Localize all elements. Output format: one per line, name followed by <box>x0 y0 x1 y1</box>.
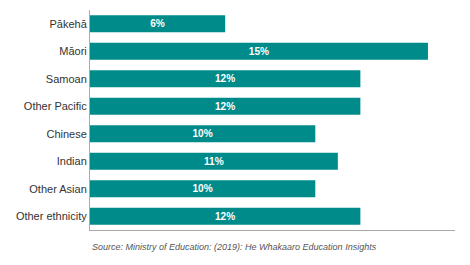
svg-text:Samoan: Samoan <box>46 73 87 85</box>
svg-text:6%: 6% <box>150 18 165 29</box>
svg-text:11%: 11% <box>204 156 224 167</box>
svg-text:Indian: Indian <box>57 155 87 167</box>
svg-text:12%: 12% <box>215 73 235 84</box>
svg-text:Pākehā: Pākehā <box>49 18 87 30</box>
svg-text:10%: 10% <box>192 183 212 194</box>
svg-text:12%: 12% <box>215 211 235 222</box>
svg-text:10%: 10% <box>192 128 212 139</box>
svg-text:Chinese: Chinese <box>46 128 86 140</box>
svg-text:15%: 15% <box>249 46 269 57</box>
svg-text:Other Asian: Other Asian <box>29 183 86 195</box>
svg-text:Source: Ministry of Education:: Source: Ministry of Education: (2019): H… <box>92 242 377 252</box>
svg-text:Other ethnicity: Other ethnicity <box>16 210 87 222</box>
svg-text:Māori: Māori <box>59 45 87 57</box>
svg-text:12%: 12% <box>215 101 235 112</box>
svg-text:Other Pacific: Other Pacific <box>24 100 87 112</box>
